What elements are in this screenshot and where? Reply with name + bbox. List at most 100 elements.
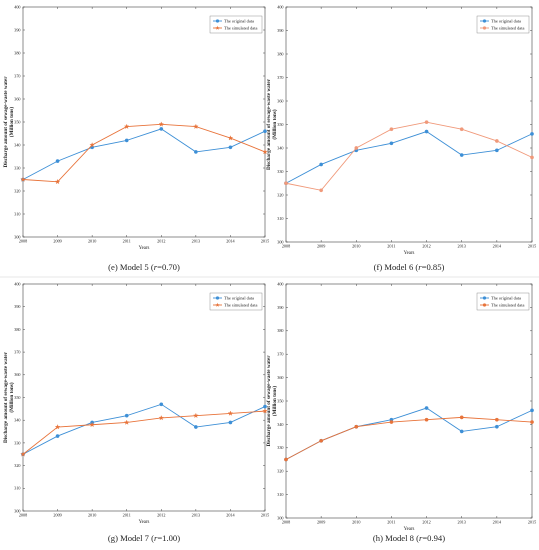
data-point — [495, 139, 499, 143]
y-axis-label: (Million tons) — [271, 109, 278, 139]
data-point — [459, 415, 464, 420]
y-axis-label: Discharge amount of sewage-waste water — [266, 355, 272, 447]
caption-suffix: =0.94) — [422, 533, 445, 543]
x-tick-label: 2014 — [226, 513, 235, 518]
x-tick-label: 2008 — [282, 520, 290, 525]
x-tick-label: 2009 — [317, 520, 325, 525]
caption-suffix: =0.70) — [157, 262, 180, 272]
x-tick-label: 2008 — [19, 239, 27, 244]
plot-area — [22, 6, 266, 238]
x-tick-label: 2008 — [282, 244, 290, 249]
data-point — [262, 149, 268, 155]
data-point — [124, 413, 129, 418]
y-axis-label: Discharge amount of sewage-waste water — [3, 351, 9, 443]
y-tick-label: 370 — [277, 352, 283, 357]
legend-label: The original data — [491, 296, 521, 301]
x-tick-label: 2012 — [422, 244, 430, 249]
x-axis-label: Years — [404, 251, 415, 256]
data-point — [54, 178, 61, 185]
y-tick-label: 360 — [277, 375, 283, 380]
data-point — [424, 406, 429, 410]
plot-area — [22, 283, 266, 512]
data-point — [227, 135, 234, 141]
x-tick-label: 2013 — [192, 239, 200, 244]
y-tick-label: 340 — [14, 142, 20, 147]
x-tick-label: 2013 — [458, 520, 466, 525]
data-point — [193, 412, 199, 418]
y-tick-label: 340 — [277, 422, 283, 427]
x-tick-label: 2009 — [53, 513, 61, 518]
plot-area — [285, 6, 533, 243]
y-tick-label: 310 — [14, 211, 20, 216]
legend-marker — [215, 19, 220, 23]
data-point — [319, 162, 323, 167]
y-tick-label: 370 — [14, 73, 20, 78]
data-point — [284, 181, 288, 186]
data-point — [354, 424, 359, 429]
y-tick-label: 360 — [14, 96, 20, 101]
panel-caption: (f) Model 6 (r=0.85) — [374, 262, 445, 272]
y-tick-label: 370 — [277, 75, 283, 80]
y-tick-label: 310 — [277, 216, 283, 221]
y-tick-label: 390 — [277, 28, 283, 33]
y-axis-label: (Million tons) — [8, 107, 15, 137]
y-tick-label: 310 — [277, 492, 283, 497]
y-tick-label: 300 — [14, 508, 20, 513]
data-point — [424, 417, 429, 422]
y-tick-label: 320 — [14, 463, 20, 468]
x-tick-label: 2015 — [261, 239, 269, 244]
y-tick-label: 400 — [277, 281, 283, 286]
caption-variable: r — [154, 533, 158, 543]
x-tick-label: 2014 — [493, 244, 502, 249]
data-point — [20, 176, 26, 182]
data-point — [530, 155, 534, 160]
legend-marker — [215, 296, 220, 300]
y-tick-label: 380 — [14, 327, 20, 332]
caption-prefix: (f) Model 6 ( — [374, 262, 419, 272]
legend-label: The simulated data — [491, 26, 524, 31]
y-tick-label: 340 — [14, 418, 20, 423]
caption-variable: r — [418, 262, 422, 272]
y-tick-label: 320 — [14, 188, 20, 193]
data-point — [389, 420, 394, 424]
y-tick-label: 360 — [14, 372, 20, 377]
x-tick-label: 2013 — [192, 513, 200, 518]
legend-marker — [482, 296, 487, 300]
caption-variable: r — [419, 533, 423, 543]
series-line-1 — [22, 403, 266, 455]
y-tick-label: 350 — [14, 395, 20, 400]
x-tick-label: 2012 — [422, 520, 430, 525]
legend-marker — [215, 25, 220, 30]
data-point — [354, 146, 359, 150]
y-axis-label: (Million tons) — [8, 382, 15, 412]
y-tick-label: 380 — [277, 328, 283, 333]
legend-label: The original data — [224, 296, 254, 301]
data-point — [530, 420, 534, 424]
y-tick-label: 350 — [14, 119, 20, 124]
data-point — [495, 148, 499, 153]
legend-label: The simulated data — [224, 303, 257, 308]
caption-prefix: (e) Model 5 ( — [108, 262, 154, 272]
data-point — [54, 424, 61, 430]
data-point — [89, 142, 95, 148]
y-tick-label: 350 — [277, 122, 283, 127]
data-point — [228, 420, 233, 425]
legend-marker — [482, 26, 487, 30]
y-tick-label: 400 — [277, 4, 283, 9]
y-tick-label: 390 — [14, 304, 20, 309]
y-tick-label: 370 — [14, 350, 20, 355]
data-point — [158, 121, 164, 127]
data-point — [227, 410, 234, 416]
data-point — [124, 138, 129, 143]
data-point — [530, 408, 534, 413]
y-tick-label: 300 — [277, 515, 283, 520]
caption-prefix: (g) Model 7 ( — [108, 533, 154, 543]
x-axis-label: Years — [139, 246, 150, 251]
x-tick-label: 2009 — [317, 244, 325, 249]
y-tick-label: 330 — [277, 445, 283, 450]
data-point — [158, 415, 164, 421]
x-axis-label: Years — [404, 527, 415, 532]
x-tick-label: 2010 — [88, 239, 96, 244]
data-point — [263, 404, 267, 409]
legend-marker — [482, 303, 487, 307]
